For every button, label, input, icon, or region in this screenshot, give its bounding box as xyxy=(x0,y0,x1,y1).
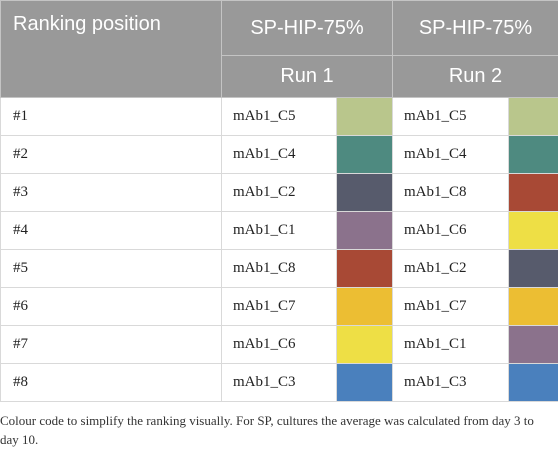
rank-cell: #2 xyxy=(0,135,222,174)
run1-header: Run 1 xyxy=(221,55,393,98)
colour-swatch xyxy=(337,174,392,211)
colour-swatch xyxy=(509,136,558,173)
colour-swatch xyxy=(337,364,392,401)
run2-colour-cell xyxy=(508,287,558,326)
run2-colour-cell xyxy=(508,97,558,136)
run1-colour-cell xyxy=(336,173,393,212)
table-row: #2 mAb1_C4 mAb1_C4 xyxy=(0,135,558,174)
run1-colour-cell xyxy=(336,363,393,402)
table-row: #5 mAb1_C8 mAb1_C2 xyxy=(0,249,558,288)
run1-name-cell: mAb1_C4 xyxy=(221,135,337,174)
table-row: #6 mAb1_C7 mAb1_C7 xyxy=(0,287,558,326)
rank-cell: #6 xyxy=(0,287,222,326)
group-header-run1: SP-HIP-75% xyxy=(221,0,393,56)
ranking-table: Ranking position SP-HIP-75% SP-HIP-75% R… xyxy=(0,0,558,402)
run1-name-cell: mAb1_C8 xyxy=(221,249,337,288)
run2-name-cell: mAb1_C4 xyxy=(392,135,509,174)
run2-name-cell: mAb1_C1 xyxy=(392,325,509,364)
rank-cell: #7 xyxy=(0,325,222,364)
rank-cell: #5 xyxy=(0,249,222,288)
run2-colour-cell xyxy=(508,173,558,212)
run2-colour-cell xyxy=(508,325,558,364)
run1-colour-cell xyxy=(336,135,393,174)
colour-swatch xyxy=(337,288,392,325)
run2-name-cell: mAb1_C6 xyxy=(392,211,509,250)
run1-colour-cell xyxy=(336,249,393,288)
run2-header: Run 2 xyxy=(392,55,558,98)
table-row: #8 mAb1_C3 mAb1_C3 xyxy=(0,363,558,402)
run1-name-cell: mAb1_C7 xyxy=(221,287,337,326)
table-row: #3 mAb1_C2 mAb1_C8 xyxy=(0,173,558,212)
run1-name-cell: mAb1_C5 xyxy=(221,97,337,136)
run2-name-cell: mAb1_C3 xyxy=(392,363,509,402)
run2-name-cell: mAb1_C7 xyxy=(392,287,509,326)
run2-name-cell: mAb1_C2 xyxy=(392,249,509,288)
colour-swatch xyxy=(509,250,558,287)
colour-swatch xyxy=(337,98,392,135)
table-row: #4 mAb1_C1 mAb1_C6 xyxy=(0,211,558,250)
run2-colour-cell xyxy=(508,363,558,402)
colour-swatch xyxy=(509,174,558,211)
colour-swatch xyxy=(337,136,392,173)
colour-swatch xyxy=(509,326,558,363)
rank-cell: #1 xyxy=(0,97,222,136)
rank-cell: #4 xyxy=(0,211,222,250)
table-row: #7 mAb1_C6 mAb1_C1 xyxy=(0,325,558,364)
run1-colour-cell xyxy=(336,211,393,250)
run2-colour-cell xyxy=(508,249,558,288)
rank-cell: #8 xyxy=(0,363,222,402)
table-footnote: Colour code to simplify the ranking visu… xyxy=(0,413,534,447)
colour-swatch xyxy=(509,212,558,249)
run1-colour-cell xyxy=(336,325,393,364)
run2-colour-cell xyxy=(508,135,558,174)
run1-name-cell: mAb1_C1 xyxy=(221,211,337,250)
colour-swatch xyxy=(337,326,392,363)
colour-swatch xyxy=(509,288,558,325)
colour-swatch xyxy=(337,250,392,287)
table-row: #1 mAb1_C5 mAb1_C5 xyxy=(0,97,558,136)
run2-colour-cell xyxy=(508,211,558,250)
run1-colour-cell xyxy=(336,287,393,326)
run1-name-cell: mAb1_C3 xyxy=(221,363,337,402)
colour-swatch xyxy=(509,364,558,401)
run2-name-cell: mAb1_C5 xyxy=(392,97,509,136)
run1-colour-cell xyxy=(336,97,393,136)
rank-cell: #3 xyxy=(0,173,222,212)
ranking-position-header: Ranking position xyxy=(0,0,222,98)
colour-swatch xyxy=(337,212,392,249)
header-row-groups: Ranking position SP-HIP-75% SP-HIP-75% xyxy=(0,0,558,98)
run1-name-cell: mAb1_C6 xyxy=(221,325,337,364)
run2-name-cell: mAb1_C8 xyxy=(392,173,509,212)
run1-name-cell: mAb1_C2 xyxy=(221,173,337,212)
colour-swatch xyxy=(509,98,558,135)
group-header-run2: SP-HIP-75% xyxy=(392,0,558,56)
